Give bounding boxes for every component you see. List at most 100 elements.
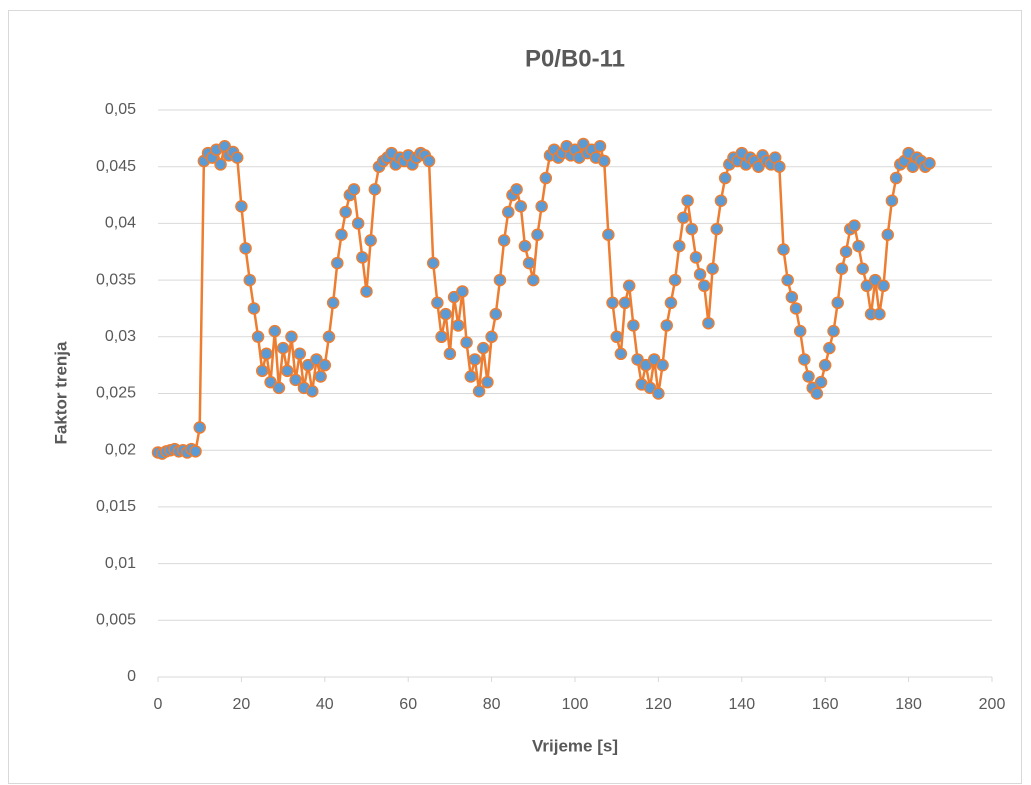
data-point xyxy=(285,330,298,344)
data-point xyxy=(272,381,286,395)
data-point xyxy=(839,245,853,258)
data-point xyxy=(447,290,461,304)
y-tick-label: 0,05 xyxy=(105,101,136,118)
data-point xyxy=(698,279,711,293)
chart-frame xyxy=(8,10,1022,784)
y-tick-label: 0,015 xyxy=(96,498,136,515)
data-point xyxy=(510,183,523,196)
y-tick-label: 0,045 xyxy=(96,158,136,175)
data-point xyxy=(193,421,206,434)
x-tick-label: 60 xyxy=(399,696,417,713)
data-point xyxy=(310,353,323,366)
data-point xyxy=(326,296,340,310)
data-point xyxy=(276,341,290,355)
data-point xyxy=(364,234,377,247)
data-point xyxy=(264,375,277,389)
x-tick-label: 140 xyxy=(728,696,755,713)
data-point xyxy=(718,171,732,185)
data-point xyxy=(443,347,457,361)
data-point xyxy=(814,375,828,389)
data-point xyxy=(835,262,849,276)
data-point xyxy=(777,243,790,256)
data-point xyxy=(673,239,686,253)
x-tick-label: 160 xyxy=(812,696,839,713)
data-point xyxy=(347,183,361,196)
data-point xyxy=(752,160,765,173)
y-tick-label: 0,02 xyxy=(105,441,136,458)
data-point xyxy=(873,307,886,321)
data-point xyxy=(602,228,615,241)
data-point xyxy=(785,290,799,304)
data-point xyxy=(318,358,332,372)
data-point xyxy=(885,194,899,207)
data-point xyxy=(335,228,348,241)
data-point xyxy=(677,211,690,224)
data-point xyxy=(435,330,448,344)
x-axis-title: Vrijeme [s] xyxy=(532,736,618,755)
x-tick-label: 80 xyxy=(483,696,501,713)
x-tick-label: 200 xyxy=(979,696,1006,713)
data-point xyxy=(702,316,715,330)
x-tick-label: 120 xyxy=(645,696,672,713)
chart-title: P0/B0-11 xyxy=(525,45,625,72)
data-point xyxy=(301,358,315,372)
data-point xyxy=(889,171,903,185)
x-tick-label: 0 xyxy=(154,696,163,713)
data-point xyxy=(860,279,874,293)
data-point xyxy=(664,296,678,310)
y-axis-title: Faktor trenja xyxy=(51,341,70,445)
data-point xyxy=(456,285,469,298)
data-point xyxy=(339,205,352,219)
y-tick-label: 0,04 xyxy=(105,215,136,232)
data-point xyxy=(477,341,490,355)
data-point xyxy=(522,256,536,270)
data-point xyxy=(493,273,507,287)
data-point xyxy=(597,154,611,168)
data-point xyxy=(460,336,473,349)
x-tick-label: 180 xyxy=(895,696,922,713)
data-point xyxy=(656,358,669,372)
data-point xyxy=(610,330,623,344)
data-point xyxy=(360,285,373,298)
x-tick-label: 20 xyxy=(233,696,251,713)
data-point xyxy=(660,319,673,332)
data-point xyxy=(214,158,227,171)
y-tick-label: 0,03 xyxy=(105,328,136,345)
data-point xyxy=(793,324,807,338)
x-tick-label: 100 xyxy=(562,696,589,713)
data-point xyxy=(773,160,786,173)
data-point xyxy=(685,222,699,236)
data-point xyxy=(831,296,844,310)
data-point xyxy=(606,296,619,310)
data-point xyxy=(260,347,273,361)
data-point xyxy=(848,219,861,232)
data-point xyxy=(306,384,319,398)
data-point xyxy=(518,239,532,253)
data-point xyxy=(481,375,494,389)
data-point xyxy=(189,445,202,458)
data-point xyxy=(823,341,836,355)
data-point xyxy=(485,330,498,344)
data-point xyxy=(502,205,515,219)
data-point xyxy=(235,200,248,213)
data-point xyxy=(514,200,528,213)
data-point xyxy=(710,222,724,236)
data-point xyxy=(614,347,628,361)
data-point xyxy=(268,324,282,338)
y-tick-label: 0,01 xyxy=(105,555,136,572)
data-point xyxy=(497,234,511,247)
data-point xyxy=(923,157,936,170)
data-point xyxy=(693,268,707,281)
data-point xyxy=(322,330,336,344)
data-point xyxy=(852,239,865,253)
data-point xyxy=(289,373,302,387)
data-point xyxy=(781,273,794,287)
data-point xyxy=(243,273,256,287)
data-point xyxy=(802,370,815,383)
data-point xyxy=(431,296,444,310)
data-point xyxy=(706,262,719,276)
y-tick-label: 0,035 xyxy=(96,271,136,288)
data-point xyxy=(668,273,682,287)
data-point xyxy=(331,256,344,270)
